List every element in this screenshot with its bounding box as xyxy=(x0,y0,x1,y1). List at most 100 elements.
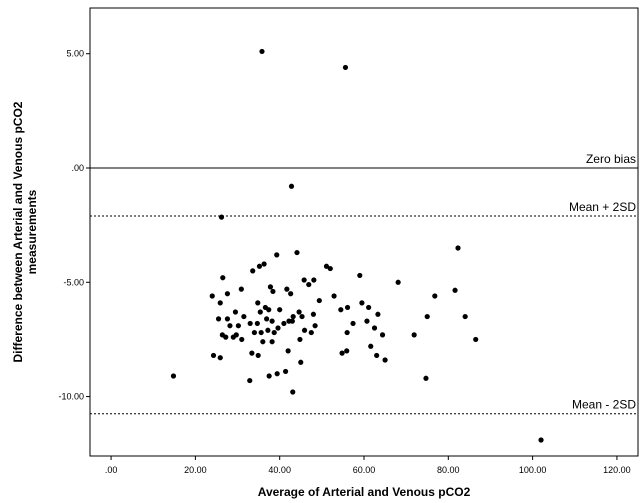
x-tick-label: 80.00 xyxy=(437,465,460,475)
reference-line-label: Mean + 2SD xyxy=(569,200,636,214)
data-point xyxy=(223,334,229,340)
data-point xyxy=(296,309,302,315)
x-tick-label: 40.00 xyxy=(268,465,291,475)
data-point xyxy=(277,307,283,313)
data-point xyxy=(261,261,267,267)
data-point xyxy=(310,311,317,317)
data-point xyxy=(209,293,215,299)
data-point xyxy=(217,300,223,306)
x-axis-title: Average of Arterial and Venous pCO2 xyxy=(258,485,471,499)
data-point xyxy=(238,286,244,292)
x-axis: .00 20.00 40.00 60.00 80.00 100.00 120.00 xyxy=(105,456,631,475)
data-points xyxy=(170,48,544,443)
data-point xyxy=(473,336,479,343)
data-point xyxy=(269,339,275,345)
data-point xyxy=(297,336,303,343)
data-point xyxy=(266,307,272,313)
data-point xyxy=(368,343,374,349)
data-point xyxy=(239,336,245,343)
data-point xyxy=(256,263,263,269)
data-point xyxy=(288,291,294,297)
y-tick-label: -10.00 xyxy=(58,392,84,402)
data-point xyxy=(350,320,356,327)
data-point xyxy=(316,297,322,304)
data-point xyxy=(259,48,265,55)
data-point xyxy=(331,293,337,299)
data-point xyxy=(359,300,365,306)
data-point xyxy=(255,300,261,306)
reference-lines: Zero bias Mean + 2SD Mean - 2SD xyxy=(90,152,638,415)
data-point xyxy=(210,352,217,359)
data-point xyxy=(379,332,386,338)
data-point xyxy=(423,375,429,381)
data-point xyxy=(281,320,287,327)
data-point xyxy=(323,263,330,269)
data-point xyxy=(312,323,318,329)
data-point xyxy=(366,304,372,311)
y-axis: 5.00 .00 -5.00 -10.00 xyxy=(58,49,90,402)
data-point xyxy=(290,313,296,320)
data-point xyxy=(266,373,272,379)
y-axis-title-line-2: measurements xyxy=(25,189,39,274)
data-point xyxy=(235,323,241,329)
data-point xyxy=(251,329,257,336)
reference-line-label: Zero bias xyxy=(586,152,636,166)
y-tick-label: -5.00 xyxy=(63,277,84,287)
data-point xyxy=(290,389,296,395)
data-point xyxy=(357,272,363,279)
data-point xyxy=(382,357,388,363)
data-point xyxy=(241,313,247,320)
data-point xyxy=(455,245,461,251)
data-point xyxy=(220,275,226,281)
data-point xyxy=(215,316,222,322)
data-point xyxy=(218,214,225,220)
x-tick-label: 60.00 xyxy=(353,465,376,475)
x-tick-label: 100.00 xyxy=(519,465,547,475)
data-point xyxy=(306,281,312,288)
data-point xyxy=(224,316,231,322)
data-point xyxy=(344,304,351,311)
y-tick-label: .00 xyxy=(71,163,84,173)
data-point xyxy=(227,323,233,329)
data-point xyxy=(375,311,381,317)
data-point xyxy=(462,313,468,320)
data-point xyxy=(424,313,430,320)
reference-line-label: Mean - 2SD xyxy=(572,398,636,412)
data-point xyxy=(260,339,266,345)
data-point xyxy=(311,277,317,283)
data-point xyxy=(271,329,277,336)
data-point xyxy=(395,279,401,285)
x-tick-label: 20.00 xyxy=(184,465,207,475)
data-point xyxy=(217,355,223,361)
data-point xyxy=(275,325,281,331)
data-point xyxy=(247,377,253,384)
x-tick-label: 120.00 xyxy=(603,465,631,475)
data-point xyxy=(282,368,289,375)
data-point xyxy=(257,309,263,315)
data-point xyxy=(298,359,304,365)
data-point xyxy=(301,277,307,283)
data-point xyxy=(264,316,270,322)
data-point xyxy=(224,291,231,297)
data-point xyxy=(371,325,378,331)
data-point xyxy=(289,318,295,324)
data-point xyxy=(308,329,314,336)
data-point xyxy=(432,293,438,299)
data-point xyxy=(339,350,345,356)
data-point xyxy=(247,320,253,327)
y-axis-title-line-1: Difference between Arterial and Venous p… xyxy=(11,101,25,362)
data-point xyxy=(411,332,417,338)
data-point xyxy=(265,327,271,333)
data-point xyxy=(255,352,261,359)
data-point xyxy=(274,252,280,258)
data-point xyxy=(327,265,333,272)
x-tick-label: .00 xyxy=(105,465,118,475)
data-point xyxy=(342,64,349,71)
data-point xyxy=(267,284,274,290)
data-point xyxy=(269,318,275,324)
data-point xyxy=(344,348,350,354)
data-point xyxy=(250,268,256,274)
data-point xyxy=(270,288,276,295)
data-point xyxy=(452,287,458,293)
